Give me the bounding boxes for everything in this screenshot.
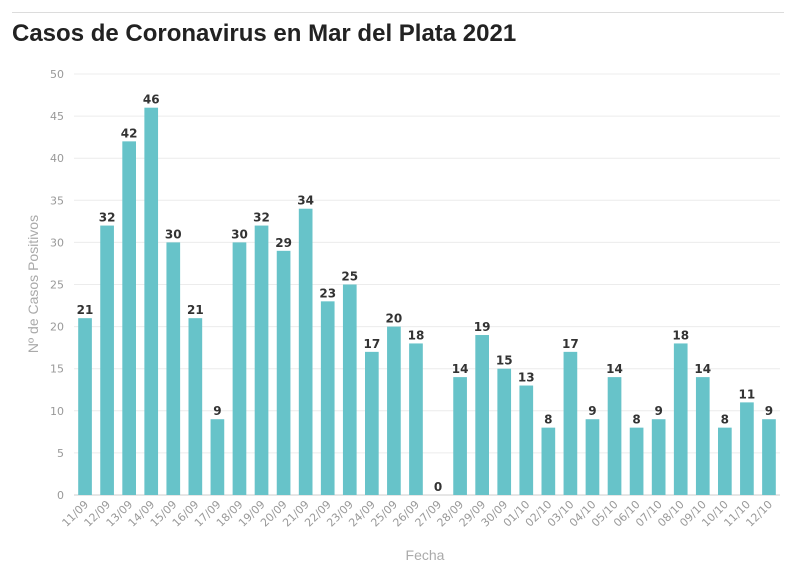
- data-label: 18: [672, 328, 689, 342]
- data-label: 11: [739, 387, 756, 401]
- y-tick-label: 30: [50, 236, 64, 249]
- bar: [188, 318, 203, 495]
- bar: [497, 368, 512, 495]
- y-tick-label: 45: [50, 110, 64, 123]
- data-label: 17: [363, 337, 380, 351]
- bar: [453, 377, 467, 495]
- data-labels: 21 32 42 46 30 21 9 30 32 29 34 23 25 17 20 18 0 14 19 15 13…: [77, 93, 773, 494]
- y-tick-label: 10: [50, 405, 64, 418]
- top-divider: [12, 12, 784, 13]
- bar: [475, 335, 489, 495]
- y-tick-label: 25: [50, 279, 64, 292]
- data-label: 19: [474, 320, 491, 334]
- data-label: 9: [654, 404, 662, 418]
- data-label: 23: [319, 286, 336, 300]
- bar: [718, 427, 732, 495]
- data-label: 30: [165, 227, 182, 241]
- bar: [144, 107, 159, 496]
- data-label: 18: [408, 328, 425, 342]
- y-tick-label: 15: [50, 363, 64, 376]
- data-label: 20: [386, 312, 403, 326]
- y-tick-label: 35: [50, 194, 64, 207]
- bar: [122, 141, 136, 496]
- bar: [298, 208, 313, 495]
- bar: [563, 351, 578, 495]
- bar: [629, 427, 644, 495]
- data-label: 15: [496, 354, 513, 368]
- data-label: 34: [297, 194, 314, 208]
- y-axis-ticks: 0 5 10 15 20 25 30 35 40 45 50: [50, 68, 64, 502]
- bar: [365, 351, 379, 495]
- bar: [320, 301, 335, 495]
- bar: [541, 427, 556, 495]
- data-label: 14: [452, 362, 469, 376]
- y-axis-label: Nº de Casos Positivos: [25, 215, 41, 353]
- bar: [651, 419, 666, 495]
- y-tick-label: 0: [57, 489, 64, 502]
- data-label: 14: [694, 362, 711, 376]
- data-label: 17: [562, 337, 579, 351]
- bar: [254, 225, 269, 495]
- bar: [740, 402, 754, 495]
- data-label: 21: [187, 303, 204, 317]
- bar: [78, 318, 92, 495]
- y-tick-label: 20: [50, 321, 64, 334]
- bar: [585, 419, 600, 495]
- data-label: 32: [99, 211, 116, 225]
- data-label: 25: [341, 270, 358, 284]
- bar: [673, 343, 688, 495]
- data-label: 30: [231, 227, 248, 241]
- x-axis-ticks: 11/0912/0913/0914/0915/0916/0917/0918/09…: [60, 498, 776, 530]
- bar: [762, 419, 776, 495]
- data-label: 46: [143, 93, 160, 107]
- data-label: 8: [721, 413, 729, 427]
- bar: [166, 242, 181, 495]
- data-label: 8: [632, 413, 640, 427]
- data-label: 9: [765, 404, 773, 418]
- data-label: 9: [588, 404, 596, 418]
- bar: [695, 377, 710, 495]
- bar: [519, 385, 534, 495]
- data-label: 32: [253, 211, 270, 225]
- data-label: 21: [77, 303, 94, 317]
- bar: [232, 242, 247, 495]
- y-tick-label: 50: [50, 68, 64, 81]
- bar: [387, 326, 401, 495]
- y-tick-label: 5: [57, 447, 64, 460]
- bar: [100, 225, 114, 495]
- data-label: 29: [275, 236, 292, 250]
- bar: [342, 284, 357, 495]
- x-axis-label: Fecha: [406, 547, 445, 563]
- data-label: 0: [434, 480, 442, 494]
- data-label: 13: [518, 371, 535, 385]
- y-tick-label: 40: [50, 152, 64, 165]
- bar: [276, 250, 291, 495]
- chart-title: Casos de Coronavirus en Mar del Plata 20…: [12, 20, 517, 47]
- bar: [607, 377, 622, 495]
- data-label: 14: [606, 362, 623, 376]
- bars: [78, 107, 776, 496]
- bar: [210, 419, 225, 495]
- data-label: 9: [213, 404, 221, 418]
- data-label: 42: [121, 126, 138, 140]
- bar: [409, 343, 423, 495]
- data-label: 8: [544, 413, 552, 427]
